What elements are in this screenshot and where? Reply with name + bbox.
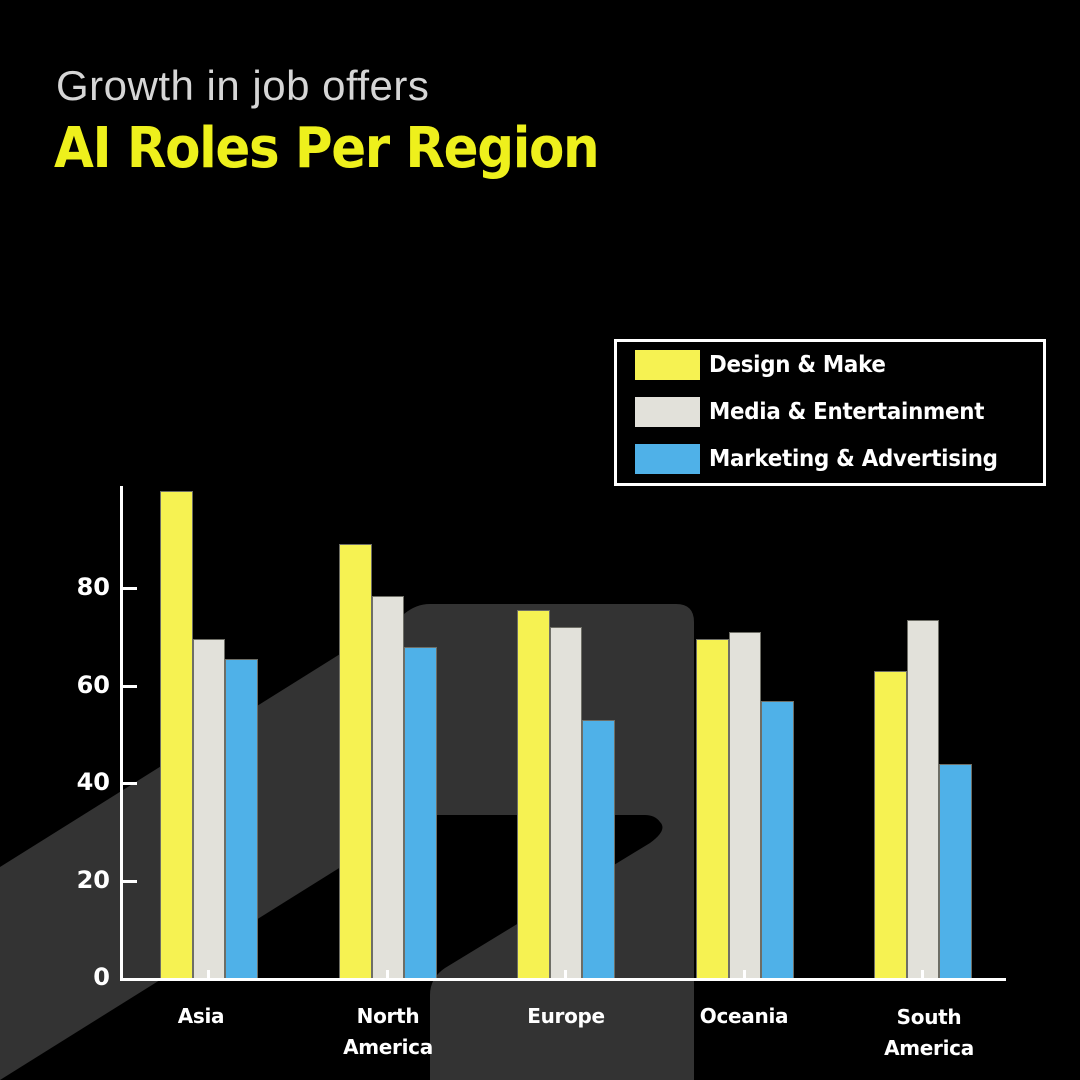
legend-label: Design & Make — [709, 352, 886, 378]
x-tick — [207, 970, 211, 979]
bar-north-america-media-entertainment — [371, 595, 404, 979]
y-tick-60 — [122, 685, 137, 688]
bar-europe-design-make — [517, 610, 550, 979]
x-tick — [564, 970, 568, 979]
bar-north-america-design-make — [339, 544, 372, 979]
legend-item-marketing-advertising: Marketing & Advertising — [635, 444, 1019, 474]
y-tick-80 — [122, 587, 137, 590]
x-label-south-america: South America — [884, 1005, 974, 1060]
y-label-40: 40 — [76, 768, 110, 796]
y-tick-40 — [122, 782, 137, 785]
legend-label: Marketing & Advertising — [709, 446, 998, 472]
bar-asia-marketing-advertising — [225, 659, 258, 979]
legend-label: Media & Entertainment — [709, 399, 985, 425]
bar-south-america-marketing-advertising — [939, 764, 972, 979]
legend-swatch-design-make — [635, 350, 700, 380]
legend-item-design-make: Design & Make — [635, 350, 899, 380]
bar-oceania-marketing-advertising — [761, 700, 794, 979]
x-label-oceania: Oceania — [699, 1004, 789, 1028]
legend-item-media-entertainment: Media & Entertainment — [635, 397, 1005, 427]
x-axis — [120, 978, 1006, 981]
legend-swatch-media-entertainment — [635, 397, 700, 427]
y-label-80: 80 — [76, 573, 110, 601]
x-label-north-america: North America — [343, 1004, 433, 1059]
chart-subtitle: Growth in job offers — [56, 62, 430, 109]
bar-north-america-marketing-advertising — [404, 646, 437, 979]
y-label-0: 0 — [93, 963, 110, 991]
bar-asia-design-make — [160, 490, 193, 979]
bar-europe-marketing-advertising — [582, 720, 615, 979]
bar-europe-media-entertainment — [549, 627, 582, 979]
bar-oceania-design-make — [696, 639, 729, 979]
y-label-60: 60 — [76, 671, 110, 699]
bar-south-america-media-entertainment — [906, 619, 939, 979]
y-label-20: 20 — [76, 866, 110, 894]
x-label-asia: Asia — [177, 1004, 225, 1028]
x-tick — [743, 970, 747, 979]
chart-title: AI Roles Per Region — [54, 116, 600, 181]
legend-swatch-marketing-advertising — [635, 444, 700, 474]
x-tick — [921, 970, 925, 979]
x-tick — [386, 970, 390, 979]
y-axis — [120, 486, 123, 981]
x-label-europe: Europe — [527, 1004, 605, 1028]
bar-asia-media-entertainment — [192, 639, 225, 979]
y-tick-20 — [122, 880, 137, 883]
legend: Design & Make Media & Entertainment Mark… — [614, 339, 1046, 486]
bar-oceania-media-entertainment — [728, 632, 761, 979]
bar-south-america-design-make — [874, 671, 907, 979]
